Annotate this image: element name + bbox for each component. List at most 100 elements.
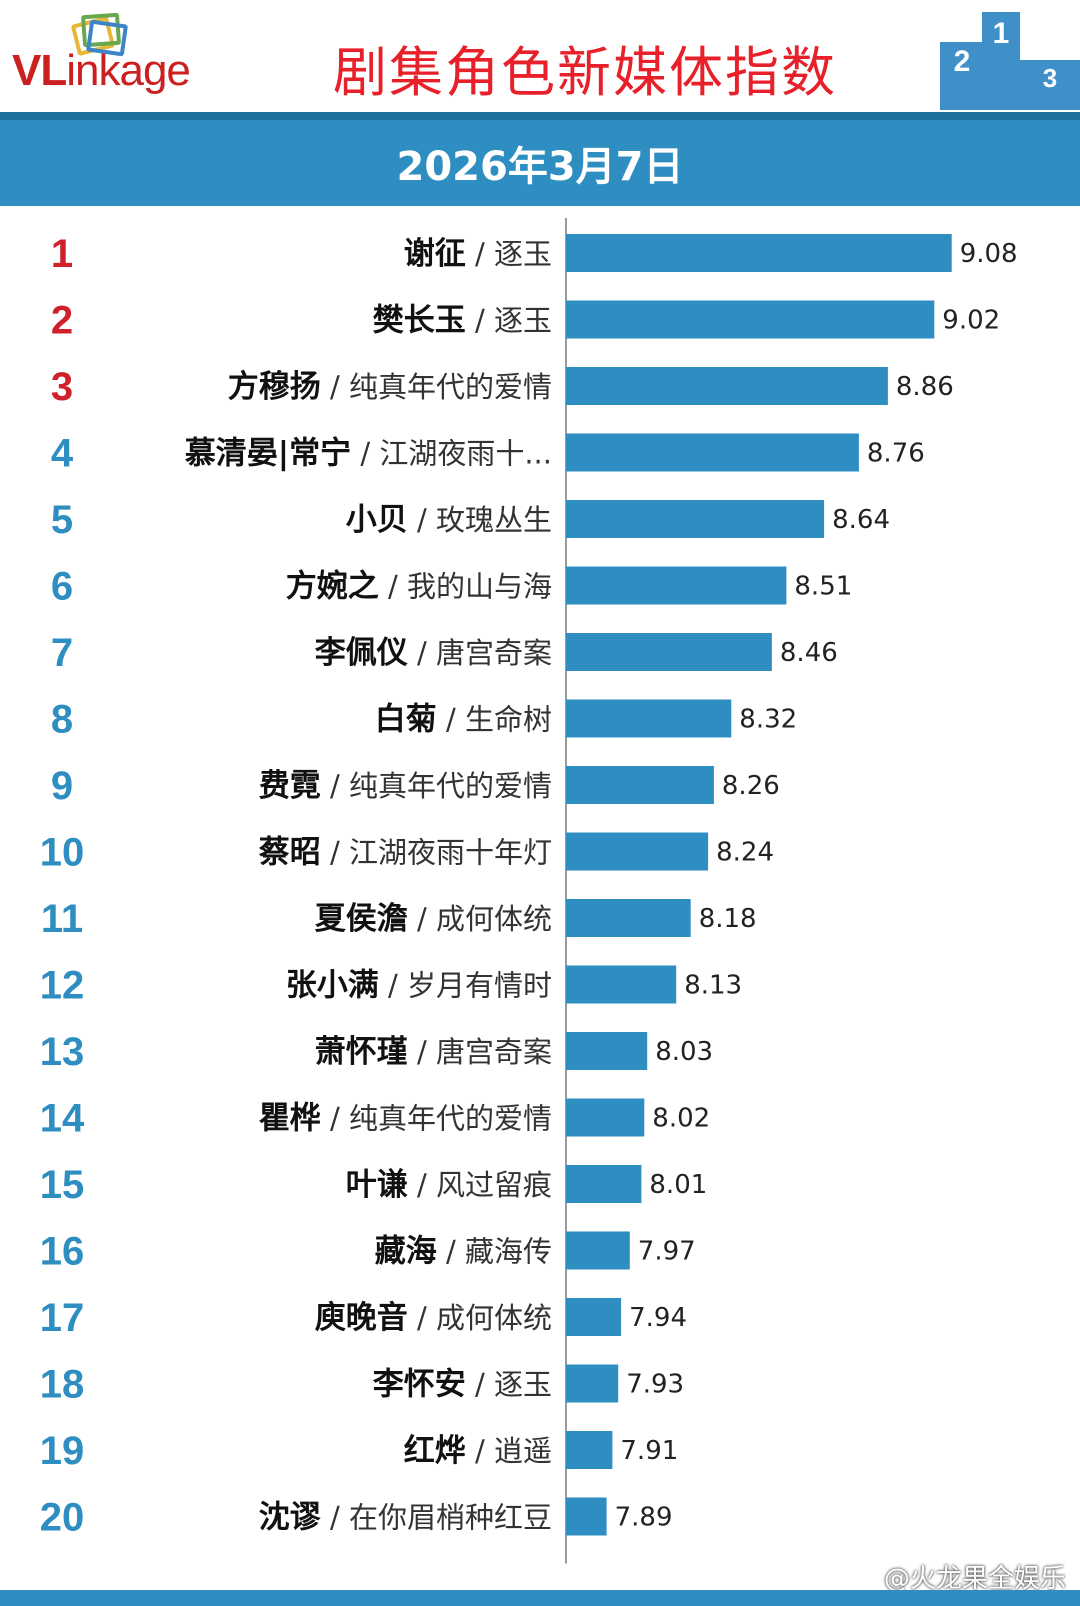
value-label: 7.93 xyxy=(626,1370,684,1400)
rank-number: 18 xyxy=(40,1363,85,1407)
drama-name: / 逐玉 xyxy=(466,1368,552,1402)
category-label: 白菊 / 生命树 xyxy=(375,702,552,738)
character-name: 庾晚音 xyxy=(315,1300,408,1336)
drama-name: / 岁月有情时 xyxy=(379,969,552,1003)
category-label: 费霓 / 纯真年代的爱情 xyxy=(259,768,552,804)
rank-number: 4 xyxy=(51,432,74,476)
value-label: 8.13 xyxy=(684,971,742,1001)
character-name: 藏海 xyxy=(375,1234,437,1270)
logo-text: VLinkage xyxy=(12,46,191,95)
drama-name: / 逐玉 xyxy=(466,237,552,271)
character-name: 红烨 xyxy=(404,1433,466,1469)
drama-name: / 玫瑰丛生 xyxy=(408,503,552,537)
page-title: 剧集角色新媒体指数 xyxy=(333,41,837,104)
footer-bar xyxy=(0,1590,1080,1606)
character-name: 慕清晏|常宁 xyxy=(185,436,351,472)
character-name: 樊长玉 xyxy=(373,303,466,339)
drama-name: / 唐宫奇案 xyxy=(408,1035,552,1069)
date-banner: 2026年3月7日 xyxy=(0,112,1080,206)
bar xyxy=(566,234,952,272)
rank-number: 19 xyxy=(40,1429,85,1473)
drama-name: / 成何体统 xyxy=(408,1301,552,1335)
drama-name: / 纯真年代的爱情 xyxy=(321,370,552,404)
category-label: 沈谬 / 在你眉梢种红豆 xyxy=(259,1500,552,1536)
category-label: 庾晚音 / 成何体统 xyxy=(315,1300,552,1336)
bar xyxy=(566,1032,648,1070)
rank-number: 7 xyxy=(51,631,73,675)
value-label: 8.26 xyxy=(722,771,780,801)
category-label: 方穆扬 / 纯真年代的爱情 xyxy=(228,369,552,405)
value-label: 7.91 xyxy=(620,1436,678,1466)
bar xyxy=(566,500,825,538)
value-label: 7.94 xyxy=(629,1303,687,1333)
rank-number: 6 xyxy=(51,565,73,609)
rank-number: 2 xyxy=(51,299,73,343)
rank-number: 14 xyxy=(40,1097,85,1141)
character-name: 方穆扬 xyxy=(228,369,321,405)
category-label: 萧怀瑾 / 唐宫奇案 xyxy=(315,1034,552,1070)
category-label: 瞿桦 / 纯真年代的爱情 xyxy=(259,1101,552,1137)
rank-number: 17 xyxy=(40,1296,85,1340)
character-name: 叶谦 xyxy=(346,1167,408,1203)
value-label: 7.89 xyxy=(615,1503,673,1533)
bar xyxy=(566,899,691,937)
drama-name: / 江湖夜雨十年灯 xyxy=(321,836,552,870)
category-label: 樊长玉 / 逐玉 xyxy=(373,303,552,339)
bar xyxy=(566,766,714,804)
category-label: 慕清晏|常宁 / 江湖夜雨十... xyxy=(185,436,552,472)
value-label: 8.51 xyxy=(794,572,852,602)
value-label: 8.02 xyxy=(652,1104,710,1134)
watermark: @火龙果全娱乐 xyxy=(883,1564,1066,1594)
category-label: 李佩仪 / 唐宫奇案 xyxy=(315,635,552,671)
drama-name: / 逐玉 xyxy=(466,304,552,338)
rank-number: 9 xyxy=(51,764,73,808)
character-name: 张小满 xyxy=(286,968,379,1004)
ranking-bar-chart: 1 谢征 / 逐玉 9.08 2 樊长玉 / 逐玉 9.02 3 方穆扬 / 纯真年代的爱情 8… xyxy=(40,218,1018,1564)
drama-name: / 藏海传 xyxy=(437,1235,552,1269)
value-label: 9.08 xyxy=(960,239,1018,269)
podium-icon: 2 1 3 xyxy=(940,12,1080,110)
character-name: 夏侯澹 xyxy=(315,901,408,937)
value-label: 8.46 xyxy=(780,638,838,668)
bar xyxy=(566,699,732,738)
category-label: 李怀安 / 逐玉 xyxy=(373,1367,552,1403)
character-name: 谢征 xyxy=(404,236,466,272)
drama-name: / 成何体统 xyxy=(408,902,552,936)
bar xyxy=(566,300,935,339)
character-name: 蔡昭 xyxy=(259,835,321,871)
rank-number: 20 xyxy=(40,1496,85,1540)
drama-name: / 逍遥 xyxy=(466,1434,552,1468)
bar xyxy=(566,1364,619,1403)
bar xyxy=(566,832,709,871)
bar xyxy=(566,566,787,605)
value-label: 8.86 xyxy=(896,372,954,402)
category-label: 叶谦 / 风过留痕 xyxy=(346,1167,552,1203)
value-label: 8.64 xyxy=(832,505,890,535)
vlinkage-logo: VLinkage xyxy=(12,10,232,100)
bar xyxy=(566,965,677,1004)
category-label: 蔡昭 / 江湖夜雨十年灯 xyxy=(259,835,552,871)
rank-number: 5 xyxy=(51,498,73,542)
drama-name: / 江湖夜雨十... xyxy=(351,437,552,471)
character-name: 方婉之 xyxy=(286,569,379,605)
category-label: 方婉之 / 我的山与海 xyxy=(286,569,552,605)
drama-name: / 在你眉梢种红豆 xyxy=(321,1501,552,1535)
drama-name: / 我的山与海 xyxy=(379,570,552,604)
rank-number: 13 xyxy=(40,1030,85,1074)
value-label: 8.01 xyxy=(649,1170,707,1200)
value-label: 9.02 xyxy=(942,306,1000,336)
category-label: 张小满 / 岁月有情时 xyxy=(286,968,552,1004)
bar xyxy=(566,1231,630,1270)
value-label: 8.24 xyxy=(716,838,774,868)
rank-number: 12 xyxy=(40,964,85,1008)
bar xyxy=(566,1165,642,1203)
rank-number: 1 xyxy=(51,232,73,276)
category-label: 藏海 / 藏海传 xyxy=(375,1234,552,1270)
date-label: 2026年3月7日 xyxy=(396,144,684,190)
value-label: 8.32 xyxy=(739,705,797,735)
rank-number: 16 xyxy=(40,1230,85,1274)
character-name: 费霓 xyxy=(259,768,321,804)
rank-number: 3 xyxy=(51,365,73,409)
bar xyxy=(566,633,772,671)
